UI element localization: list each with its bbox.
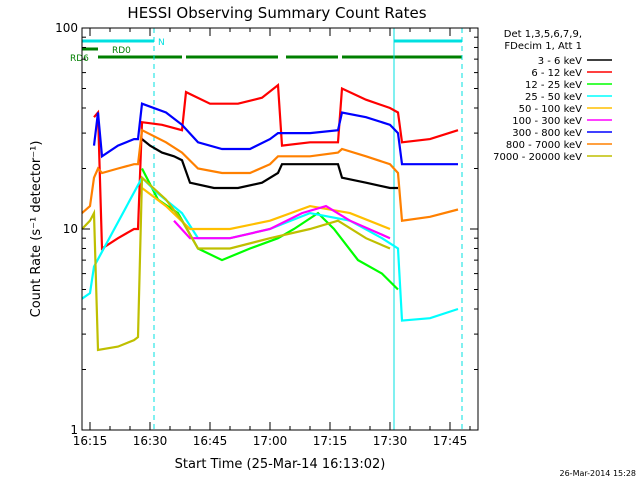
x-tick-label: 17:45	[433, 434, 468, 448]
legend-header-line: Det 1,3,5,6,7,9,	[504, 29, 582, 40]
x-tick-label: 16:45	[193, 434, 228, 448]
x-tick-label: 17:00	[253, 434, 288, 448]
x-tick-label: 17:30	[373, 434, 408, 448]
count-rate-series	[81, 82, 459, 352]
series-800-7000-kev	[81, 128, 459, 222]
series-100-300-kev	[173, 204, 391, 240]
y-axis: 1 10 100	[55, 21, 478, 437]
y-axis-label: Count Rate (s⁻¹ detector⁻¹)	[29, 141, 44, 318]
observing-flags: N RD0 RD6	[70, 28, 463, 430]
legend-entry-label: 7000 - 20000 keV	[493, 152, 582, 163]
x-axis: 16:15 16:30 16:45 17:00 17:15 17:30 17:45	[73, 28, 471, 448]
render-timestamp: 26-Mar-2014 15:28	[560, 469, 637, 478]
y-tick-label: 100	[55, 21, 78, 35]
legend-entry-label: 6 - 12 keV	[531, 68, 582, 79]
series-3-6-kev	[141, 138, 398, 190]
flag-label-n: N	[158, 38, 165, 48]
legend-entry-label: 300 - 800 keV	[512, 128, 582, 139]
chart-title: HESSI Observing Summary Count Rates	[127, 4, 426, 22]
series-12-25-kev	[141, 167, 399, 291]
x-axis-label: Start Time (25-Mar-14 16:13:02)	[175, 457, 386, 472]
flag-label-rd6: RD6	[70, 54, 89, 64]
legend-entry-label: 3 - 6 keV	[538, 56, 582, 67]
legend-entry-label: 100 - 300 keV	[512, 116, 582, 127]
series-6-12-kev	[93, 82, 459, 251]
legend-entry-label: 12 - 25 keV	[525, 80, 582, 91]
legend-header-line: FDecim 1, Att 1	[504, 41, 582, 52]
series-300-800-kev	[92, 102, 458, 166]
x-tick-label: 16:15	[73, 434, 108, 448]
series-50-100-kev	[141, 187, 391, 231]
x-tick-label: 16:30	[133, 434, 168, 448]
series-7000-20000-kev	[81, 175, 391, 352]
legend-entry-label: 800 - 7000 keV	[506, 140, 582, 151]
flag-label-rd0: RD0	[112, 46, 131, 56]
x-tick-label: 17:15	[313, 434, 348, 448]
legend-entry-label: 50 - 100 keV	[519, 104, 583, 115]
legend: Det 1,3,5,6,7,9,FDecim 1, Att 1 3 - 6 keV…	[493, 29, 612, 163]
legend-entry-label: 25 - 50 keV	[525, 92, 582, 103]
y-tick-label: 1	[70, 423, 78, 437]
y-tick-label: 10	[63, 222, 78, 236]
